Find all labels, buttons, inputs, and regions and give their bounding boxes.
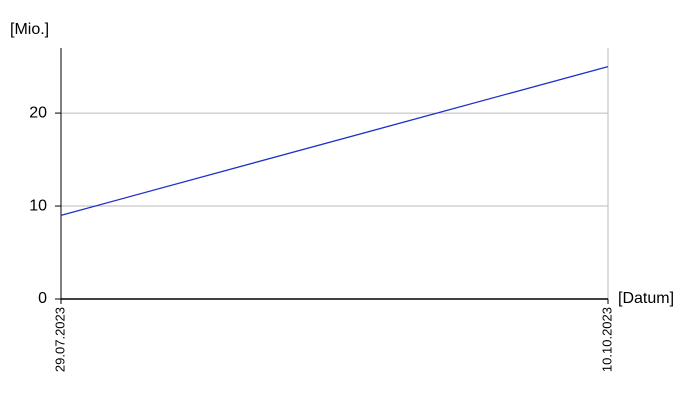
y-axis-label: [Mio.] [10,21,49,38]
x-axis-label: [Datum] [618,290,674,307]
x-tick-label: 29.07.2023 [52,307,67,372]
y-tick-label: 0 [38,290,47,307]
x-tick-label: 10.10.2023 [599,307,614,372]
y-tick-label: 20 [29,104,47,121]
line-series [60,65,609,216]
y-tick-label: 10 [29,197,47,214]
